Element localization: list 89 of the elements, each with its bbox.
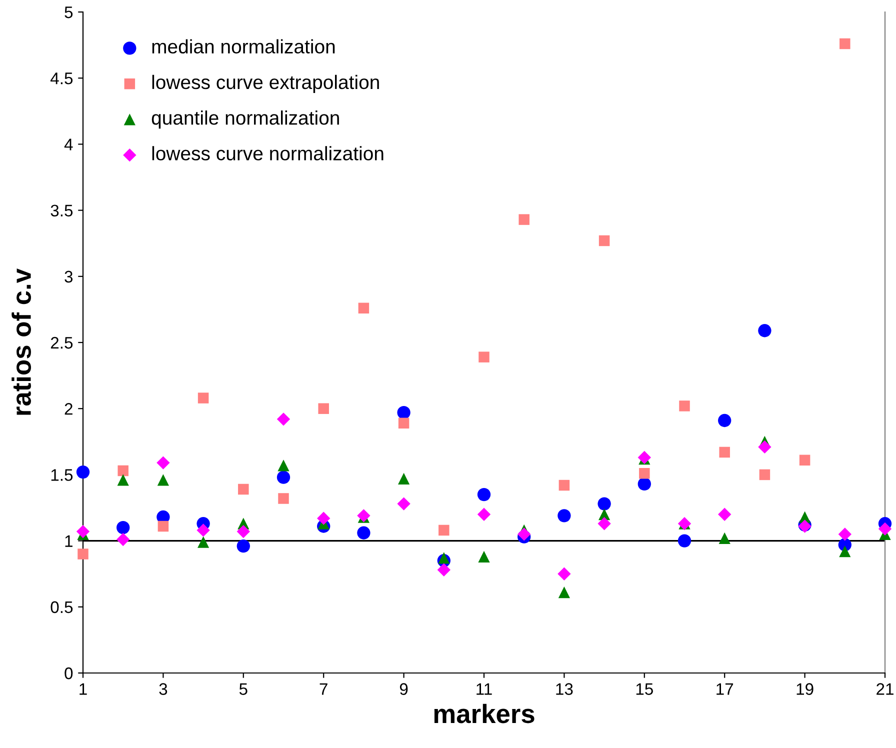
point xyxy=(76,465,90,479)
point xyxy=(598,517,611,530)
point xyxy=(477,488,491,502)
point xyxy=(397,497,410,510)
point xyxy=(197,536,210,548)
y-tick-label: 0 xyxy=(64,667,73,680)
y-tick-label: 0.5 xyxy=(50,601,73,614)
point xyxy=(878,522,892,536)
y-tick-label: 1 xyxy=(65,535,72,547)
y-tick-label: 3.5 xyxy=(50,204,73,217)
point xyxy=(318,403,329,414)
x-tick-label: 5 xyxy=(239,683,248,695)
point xyxy=(719,446,730,458)
point xyxy=(598,235,610,246)
x-tick-label: 19 xyxy=(796,683,814,695)
y-tick-label: 1.5 xyxy=(51,469,73,481)
point xyxy=(236,524,250,538)
point xyxy=(116,520,130,534)
point xyxy=(598,497,611,510)
point xyxy=(397,406,410,420)
point xyxy=(118,465,128,476)
point xyxy=(638,477,651,491)
point xyxy=(278,493,289,504)
y-tick-label: 4 xyxy=(64,138,73,150)
point xyxy=(398,418,410,429)
point xyxy=(558,567,571,580)
legend-label: lowess curve normalization xyxy=(152,146,384,160)
point xyxy=(718,414,732,428)
y-axis-title: ratios of c.v xyxy=(12,268,32,415)
point xyxy=(198,392,209,404)
point xyxy=(759,469,770,480)
point xyxy=(638,450,651,464)
point xyxy=(518,528,531,541)
point xyxy=(758,324,772,338)
point xyxy=(76,524,90,538)
point xyxy=(678,534,692,548)
point xyxy=(477,508,491,521)
point xyxy=(718,532,730,544)
point xyxy=(478,550,490,562)
point xyxy=(478,352,490,362)
x-tick-label: 9 xyxy=(400,683,408,695)
x-tick-label: 17 xyxy=(716,683,734,695)
y-tick-label: 2.5 xyxy=(50,336,73,349)
y-tick-label: 2 xyxy=(64,403,72,415)
x-tick-label: 1 xyxy=(80,683,87,695)
x-tick-label: 21 xyxy=(876,683,894,695)
point xyxy=(236,540,250,553)
x-tick-label: 7 xyxy=(320,683,328,695)
y-tick-label: 4.5 xyxy=(50,72,73,84)
legend-label: quantile normalization xyxy=(152,110,339,129)
point xyxy=(558,480,570,491)
point xyxy=(358,302,370,314)
point xyxy=(238,484,249,495)
point xyxy=(116,532,130,546)
point xyxy=(437,563,450,576)
y-tick-label: 3 xyxy=(64,270,73,283)
x-tick-label: 11 xyxy=(476,683,492,695)
point xyxy=(317,512,330,525)
point xyxy=(758,440,772,454)
point xyxy=(558,586,570,598)
x-axis-title: markers xyxy=(434,704,534,724)
legend-label: median normalization xyxy=(152,39,335,54)
point xyxy=(438,524,450,536)
point xyxy=(558,509,571,522)
point xyxy=(157,474,170,486)
point xyxy=(278,460,290,472)
x-tick-label: 13 xyxy=(556,683,573,695)
point xyxy=(276,412,290,426)
x-tick-label: 15 xyxy=(636,683,653,695)
y-tick-label: 5 xyxy=(64,6,73,18)
point xyxy=(196,524,210,537)
point xyxy=(78,548,88,560)
point xyxy=(156,456,170,470)
point xyxy=(679,400,690,412)
point xyxy=(398,472,410,484)
point xyxy=(840,38,850,50)
point xyxy=(838,528,852,541)
point xyxy=(438,552,450,564)
point xyxy=(718,508,732,521)
point xyxy=(117,474,129,486)
point xyxy=(839,546,851,558)
point xyxy=(799,454,810,466)
point xyxy=(276,470,290,484)
point xyxy=(518,214,530,225)
point xyxy=(357,526,370,540)
point xyxy=(158,520,169,532)
point xyxy=(639,468,650,479)
legend-label: lowess curve extrapolation xyxy=(152,74,379,93)
x-tick-label: 3 xyxy=(159,683,168,695)
